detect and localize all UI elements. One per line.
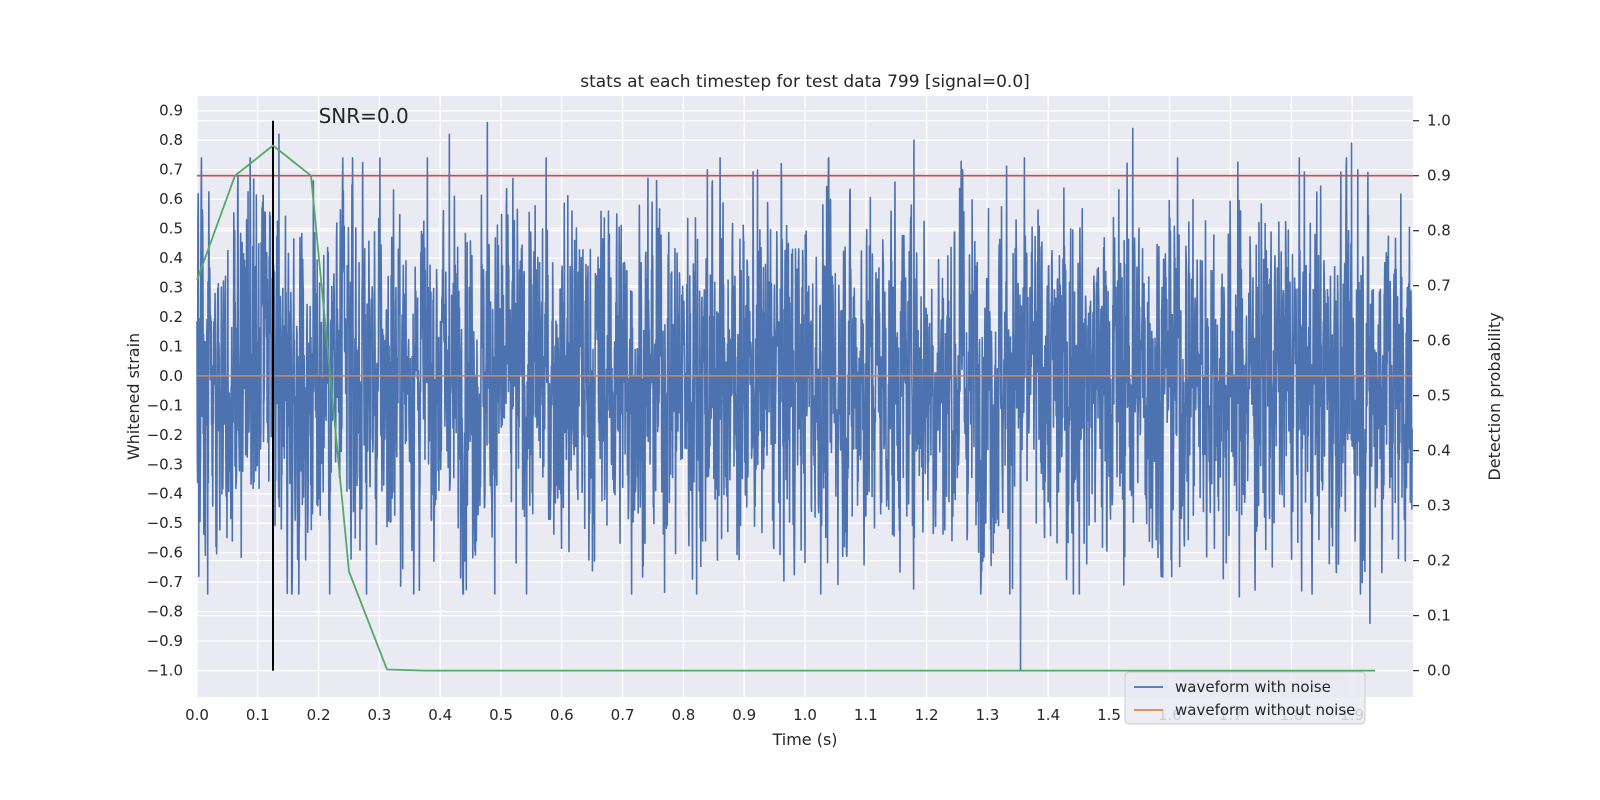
snr-annotation: SNR=0.0 bbox=[319, 104, 409, 128]
x-tick-label: 0.6 bbox=[550, 706, 574, 724]
x-tick-label: 1.4 bbox=[1036, 706, 1060, 724]
y-right-tick-label: 0.8 bbox=[1427, 222, 1451, 240]
y-left-tick-label: −0.2 bbox=[147, 426, 183, 444]
y-left-tick-label: −0.6 bbox=[147, 544, 183, 562]
legend: waveform with noise waveform without noi… bbox=[1124, 671, 1366, 725]
y-left-tick-label: −0.3 bbox=[147, 455, 183, 473]
y-left-tick-label: −0.7 bbox=[147, 573, 183, 591]
y-right-tick-label: 0.9 bbox=[1427, 167, 1451, 185]
y-right-tick-label: 0.0 bbox=[1427, 662, 1451, 680]
y-axis-right-title: Detection probability bbox=[1485, 312, 1504, 480]
y-left-tick-label: 0.5 bbox=[159, 220, 183, 238]
y-left-tick-label: −0.9 bbox=[147, 632, 183, 650]
y-right-tick-label: 0.7 bbox=[1427, 277, 1451, 295]
series-layer bbox=[196, 120, 1413, 672]
y-left-tick-label: −1.0 bbox=[147, 661, 183, 679]
x-tick-label: 1.1 bbox=[854, 706, 878, 724]
series-detection-probability bbox=[196, 144, 1375, 672]
y-left-tick-label: 0.1 bbox=[159, 337, 183, 355]
y-axis-left: 0.9 0.8 0.7 0.6 0.5 0.4 0.3 0.2 0.1 0.0 −0.1 −0.2 −0… bbox=[147, 102, 183, 680]
x-tick-label: 0.5 bbox=[489, 706, 513, 724]
y-right-tick-label: 0.1 bbox=[1427, 607, 1451, 625]
y-left-tick-label: 0.8 bbox=[159, 131, 183, 149]
x-tick-label: 0.2 bbox=[307, 706, 331, 724]
x-tick-label: 0.7 bbox=[611, 706, 635, 724]
x-tick-label: 0.0 bbox=[185, 706, 209, 724]
x-tick-label: 1.2 bbox=[915, 706, 939, 724]
y-left-tick-label: 0.7 bbox=[159, 161, 183, 179]
x-tick-label: 1.0 bbox=[793, 706, 817, 724]
x-tick-label: 1.5 bbox=[1097, 706, 1121, 724]
y-right-tick-label: 0.4 bbox=[1427, 442, 1451, 460]
x-tick-label: 1.3 bbox=[975, 706, 999, 724]
legend-label-waveform-without-noise: waveform without noise bbox=[1175, 701, 1355, 719]
x-tick-label: 0.9 bbox=[732, 706, 756, 724]
y-right-tick-label: 0.2 bbox=[1427, 552, 1451, 570]
chart-title: stats at each timestep for test data 799… bbox=[580, 72, 1030, 92]
x-axis-title: Time (s) bbox=[771, 730, 837, 749]
y-left-tick-label: 0.4 bbox=[159, 249, 183, 267]
series-waveform-with-noise bbox=[196, 121, 1413, 672]
x-tick-label: 0.3 bbox=[367, 706, 391, 724]
y-left-tick-label: −0.1 bbox=[147, 396, 183, 414]
y-left-tick-label: 0.2 bbox=[159, 308, 183, 326]
y-left-tick-label: 0.0 bbox=[159, 367, 183, 385]
legend-label-waveform-with-noise: waveform with noise bbox=[1175, 678, 1331, 696]
y-left-tick-label: −0.5 bbox=[147, 514, 183, 532]
y-left-tick-label: −0.4 bbox=[147, 485, 183, 503]
x-tick-label: 0.8 bbox=[671, 706, 695, 724]
y-left-tick-label: 0.9 bbox=[159, 102, 183, 120]
y-axis-left-title: Whitened strain bbox=[124, 333, 143, 460]
y-right-tick-label: 1.0 bbox=[1427, 112, 1451, 130]
y-left-tick-label: 0.6 bbox=[159, 190, 183, 208]
y-right-tick-label: 0.3 bbox=[1427, 497, 1451, 515]
x-tick-label: 0.4 bbox=[428, 706, 452, 724]
y-left-tick-label: −0.8 bbox=[147, 603, 183, 621]
y-axis-right: 1.0 0.9 0.8 0.7 0.6 0.5 0.4 0.3 0.2 0.1 0.0 bbox=[1413, 112, 1451, 680]
y-right-tick-label: 0.5 bbox=[1427, 387, 1451, 405]
legend-box bbox=[1124, 671, 1366, 725]
y-left-tick-label: 0.3 bbox=[159, 278, 183, 296]
x-tick-label: 0.1 bbox=[246, 706, 270, 724]
y-right-tick-label: 0.6 bbox=[1427, 332, 1451, 350]
